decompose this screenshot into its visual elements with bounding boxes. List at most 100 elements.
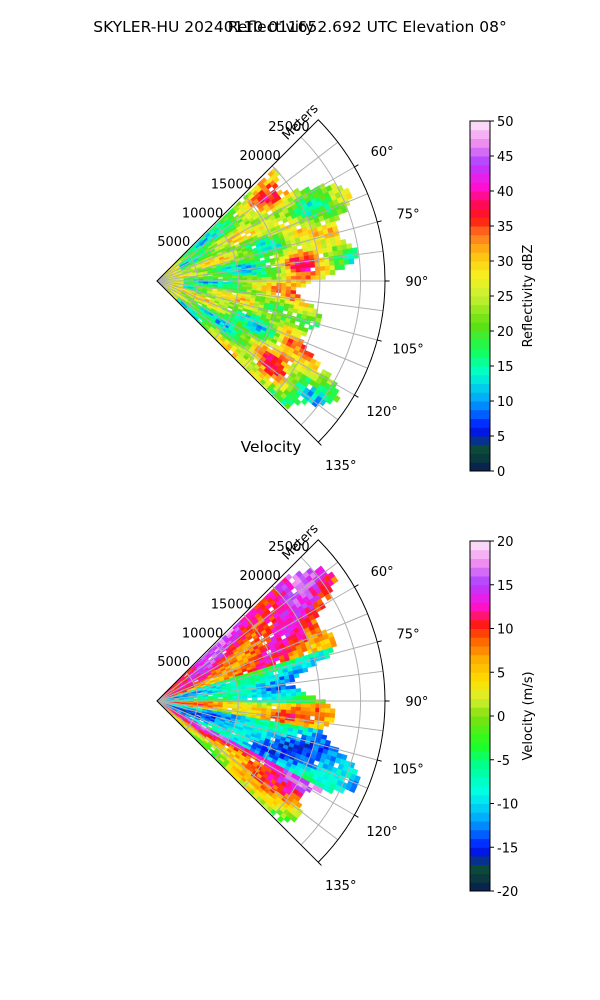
- radar-bin: [295, 271, 302, 277]
- radar-bin: [305, 707, 312, 712]
- colorbar-segment: [470, 234, 490, 244]
- radar-bin: [271, 279, 277, 284]
- colorbar-segment: [470, 558, 490, 568]
- radar-bin: [266, 276, 273, 281]
- angle-tick-mark: [317, 441, 322, 446]
- angle-tick-label: 120°: [366, 405, 397, 420]
- colorbar-segment: [470, 374, 490, 384]
- angle-tick-label: 135°: [325, 879, 356, 894]
- radar-bin: [280, 686, 287, 691]
- radar-bin: [347, 253, 354, 260]
- colorbar-tick-label: 20: [497, 325, 514, 340]
- colorbar-segment: [470, 392, 490, 402]
- radar-bin: [332, 250, 339, 257]
- radar-bin: [281, 702, 287, 707]
- radar-bin: [256, 694, 263, 698]
- colorbar: -20 -15 -10 -5 0 5 10 15 20 Velocity (m/s): [469, 535, 536, 900]
- radar-bin: [329, 269, 336, 276]
- radar-bin: [300, 699, 307, 704]
- radar-bin: [295, 706, 302, 712]
- colorbar-segment: [470, 541, 490, 551]
- radar-bin: [333, 255, 340, 262]
- radar-bin: [310, 707, 316, 713]
- radar-bin: [325, 703, 331, 709]
- colorbar-segment: [470, 663, 490, 673]
- radar-bin: [251, 282, 258, 286]
- radar-bin: [295, 264, 301, 270]
- colorbar-tick-label: -5: [497, 754, 510, 769]
- radar-bin: [281, 279, 287, 284]
- angle-tick-mark: [377, 220, 382, 223]
- radar-bin: [305, 711, 311, 717]
- radar-bin: [266, 273, 272, 278]
- radar-bin: [305, 695, 312, 700]
- colorbar-segment: [470, 278, 490, 288]
- colorbar-segment: [470, 453, 490, 463]
- colorbar-tick-label: 50: [497, 115, 514, 130]
- colorbar-label: Reflectivity dBZ: [521, 245, 536, 348]
- radar-bin: [242, 695, 248, 699]
- radar-bin: [327, 251, 334, 258]
- radar-bin: [281, 286, 287, 291]
- radar-bin: [246, 694, 253, 699]
- colorbar-segment: [470, 864, 490, 874]
- radar-bin: [290, 264, 296, 270]
- radar-bin: [285, 685, 292, 690]
- radar-bin: [266, 282, 273, 287]
- radar-bin: [290, 286, 297, 291]
- radar-bin: [293, 673, 300, 679]
- radar-bin: [285, 265, 292, 270]
- radar-bin: [261, 702, 268, 707]
- radar-bin: [309, 262, 316, 268]
- angle-tick-mark: [377, 339, 382, 342]
- radar-field: [158, 565, 361, 823]
- radar-bin: [300, 283, 307, 288]
- angle-tick-label: 75°: [397, 628, 420, 643]
- velocity-panel: Velocity 60° 75° 90° 105° 120° 135° 5000 10000 15…: [156, 438, 536, 900]
- radar-bin: [256, 277, 263, 281]
- colorbar-segment: [470, 401, 490, 411]
- radar-bin: [346, 242, 353, 250]
- radar-bin: [338, 254, 345, 261]
- radar-bin: [261, 691, 267, 695]
- colorbar-segment: [470, 821, 490, 831]
- radar-bin: [285, 706, 292, 711]
- colorbar-segment: [470, 812, 490, 822]
- radar-bin: [217, 275, 224, 278]
- colorbar-segment: [470, 173, 490, 183]
- colorbar-segment: [470, 269, 490, 279]
- radial-tick-label: 20000: [239, 569, 280, 584]
- colorbar-tick-label: 25: [497, 290, 514, 305]
- colorbar-segment: [470, 856, 490, 866]
- radar-bin: [310, 703, 317, 709]
- colorbar-segment: [470, 331, 490, 341]
- radar-bin: [340, 206, 348, 214]
- radar-bin: [322, 252, 330, 258]
- colorbar-segment: [470, 191, 490, 201]
- colorbar-segment: [470, 882, 490, 892]
- colorbar-segment: [470, 138, 490, 148]
- radar-bin: [242, 697, 248, 701]
- colorbar-segment: [470, 724, 490, 734]
- radar-bin: [300, 271, 307, 277]
- colorbar-segment: [470, 427, 490, 437]
- radar-bin: [271, 699, 277, 704]
- radial-tick-label: 15000: [211, 598, 252, 613]
- radar-bin: [264, 258, 271, 264]
- colorbar-segment: [470, 794, 490, 804]
- radar-bin: [319, 261, 326, 267]
- radar-bin: [271, 690, 277, 695]
- colorbar-segment: [470, 611, 490, 621]
- radial-tick-label: 15000: [211, 178, 252, 193]
- radar-bin: [227, 696, 233, 699]
- radar-bin: [320, 274, 326, 280]
- colorbar-segment: [470, 707, 490, 717]
- radar-bin: [290, 688, 297, 694]
- colorbar-segment: [470, 698, 490, 708]
- radar-bin: [261, 271, 267, 275]
- colorbar-segment: [470, 584, 490, 594]
- radar-bin: [295, 688, 302, 693]
- colorbar-segment: [470, 619, 490, 629]
- colorbar-segment: [470, 689, 490, 699]
- radar-bin: [324, 716, 330, 723]
